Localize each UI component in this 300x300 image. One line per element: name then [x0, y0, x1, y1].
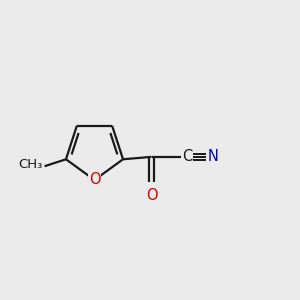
Text: N: N: [207, 149, 218, 164]
Text: O: O: [146, 188, 157, 203]
Text: C: C: [182, 149, 192, 164]
Text: CH₃: CH₃: [19, 158, 43, 171]
Text: O: O: [89, 172, 100, 188]
